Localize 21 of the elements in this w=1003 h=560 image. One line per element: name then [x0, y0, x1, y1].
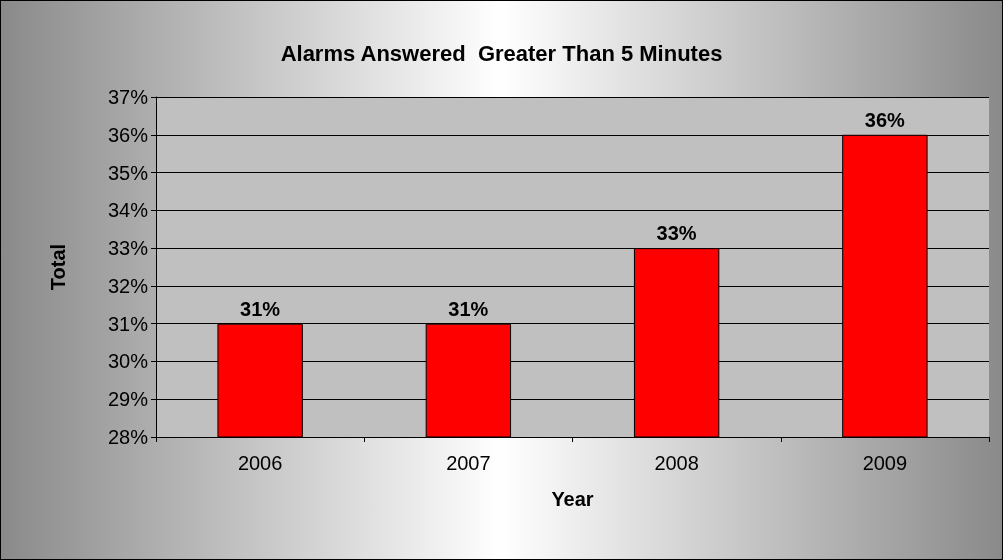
x-tick-label: 2007 — [446, 452, 491, 474]
data-label: 31% — [240, 297, 281, 320]
data-label: 33% — [656, 222, 697, 245]
y-tick-label: 29% — [107, 388, 149, 411]
x-tick-label: 2009 — [862, 452, 908, 474]
y-tick-label: 30% — [107, 350, 149, 373]
data-label: 36% — [864, 108, 906, 131]
y-tick-label: 32% — [107, 274, 149, 297]
y-tick-label: 33% — [107, 237, 149, 260]
x-tick-label: 2006 — [237, 452, 283, 474]
x-tick-label: 2008 — [654, 452, 699, 474]
y-tick-label: 31% — [107, 312, 149, 335]
x-axis-title: Year — [551, 488, 594, 510]
y-tick-label: 36% — [107, 123, 149, 146]
y-tick-label: 34% — [107, 199, 149, 222]
data-label: 31% — [448, 297, 489, 320]
y-tick-label: 28% — [107, 426, 149, 448]
chart-title: Alarms Answered Greater Than 5 Minutes — [280, 40, 723, 66]
y-tick-label: 35% — [107, 161, 149, 184]
y-tick-label: 37% — [107, 86, 149, 108]
y-axis-title: Total — [47, 243, 69, 291]
